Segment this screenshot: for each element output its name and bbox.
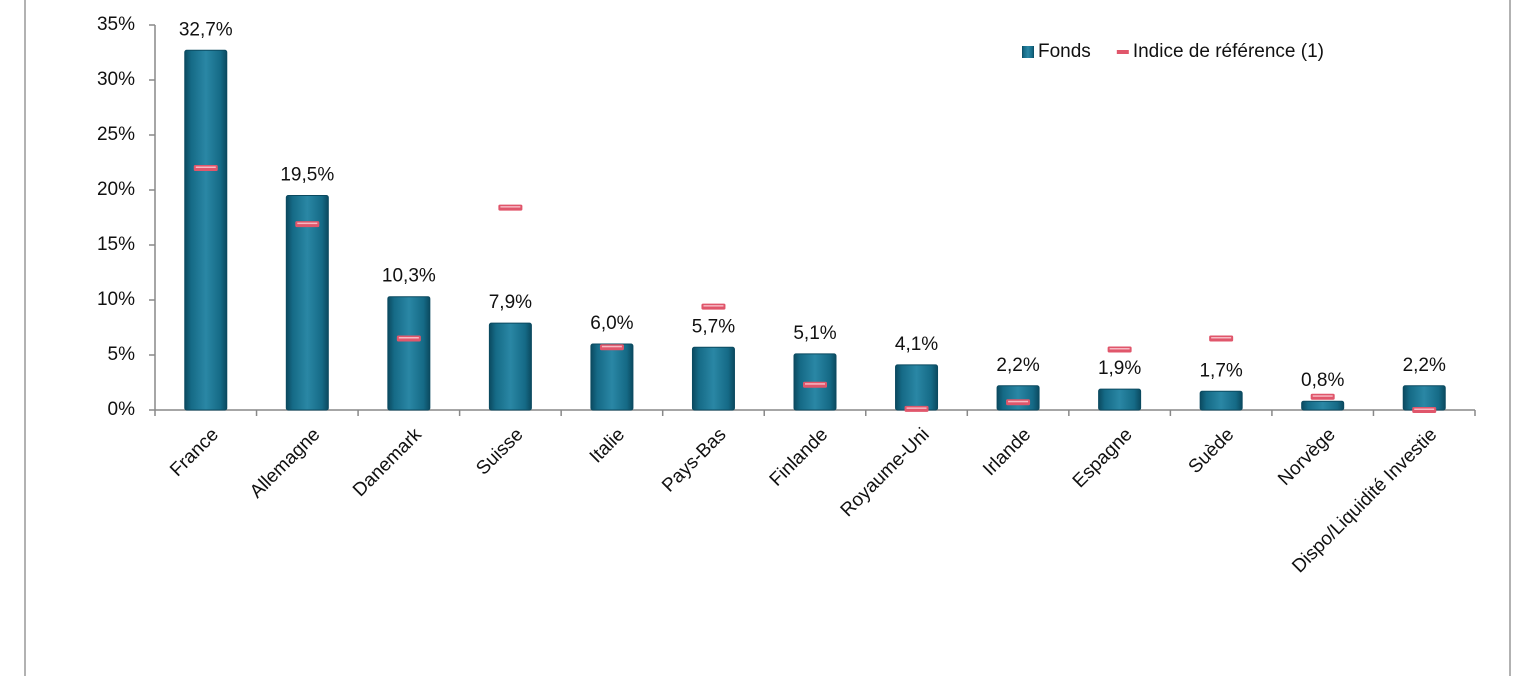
- x-tick-label: Suisse: [472, 424, 527, 479]
- data-label: 19,5%: [280, 165, 334, 186]
- x-tick-label: Allemagne: [246, 424, 324, 502]
- bar: [996, 385, 1040, 411]
- x-tick-label: Royaume-Uni: [837, 424, 934, 521]
- data-label: 4,1%: [895, 334, 938, 355]
- y-tick-label: 15%: [97, 234, 135, 255]
- data-label: 6,0%: [590, 313, 633, 334]
- data-label: 1,9%: [1098, 358, 1141, 379]
- data-label: 5,1%: [793, 323, 836, 344]
- marker-highlight: [1312, 395, 1333, 397]
- data-label: 0,8%: [1301, 370, 1344, 391]
- marker-highlight: [195, 166, 216, 168]
- bar: [285, 195, 329, 411]
- bar: [691, 346, 735, 411]
- marker-highlight: [601, 345, 622, 348]
- x-tick-label: Norvège: [1274, 424, 1340, 490]
- marker-highlight: [1414, 408, 1435, 410]
- x-tick-label: Italie: [586, 424, 629, 467]
- marker-highlight: [398, 337, 419, 339]
- marker-highlight: [1008, 400, 1029, 403]
- x-tick-label: Finlande: [766, 424, 832, 490]
- bar: [488, 322, 532, 411]
- marker-highlight: [297, 222, 318, 225]
- bar: [1098, 388, 1142, 411]
- y-tick-label: 30%: [97, 69, 135, 90]
- data-label: 32,7%: [179, 19, 233, 40]
- data-label: 5,7%: [692, 316, 735, 337]
- bar: [590, 343, 634, 411]
- marker-highlight: [805, 383, 825, 385]
- data-label: 2,2%: [996, 355, 1039, 376]
- legend-swatch: [1022, 46, 1034, 58]
- legend-label: Fonds: [1038, 41, 1091, 62]
- bar: [1402, 385, 1446, 411]
- bar: [387, 296, 431, 411]
- y-tick-label: 10%: [97, 289, 135, 310]
- y-tick-label: 25%: [97, 124, 135, 145]
- data-label: 7,9%: [489, 292, 532, 313]
- bar: [1199, 390, 1243, 411]
- marker-highlight: [1109, 348, 1130, 350]
- x-tick-label: France: [166, 424, 223, 481]
- legend-label: Indice de référence (1): [1133, 41, 1324, 62]
- x-tick-label: Suède: [1185, 424, 1239, 478]
- bar: [895, 364, 939, 411]
- marker-highlight: [1211, 337, 1232, 339]
- bar: [1301, 400, 1345, 411]
- marker-highlight: [906, 407, 927, 409]
- y-tick-label: 5%: [108, 344, 136, 365]
- data-label: 2,2%: [1403, 355, 1446, 376]
- y-tick-label: 0%: [108, 399, 136, 420]
- x-tick-label: Irlande: [979, 424, 1035, 480]
- data-label: 10,3%: [382, 266, 436, 287]
- x-tick-label: Espagne: [1069, 424, 1137, 492]
- y-tick-label: 35%: [97, 14, 135, 35]
- x-tick-label: Danemark: [349, 424, 426, 501]
- marker-highlight: [500, 206, 521, 208]
- legend-swatch: [1116, 50, 1129, 54]
- data-label: 1,7%: [1199, 360, 1242, 381]
- bar: [184, 49, 228, 411]
- marker-highlight: [703, 305, 724, 307]
- x-tick-label: Pays-Bas: [658, 424, 730, 496]
- y-tick-label: 20%: [97, 179, 135, 200]
